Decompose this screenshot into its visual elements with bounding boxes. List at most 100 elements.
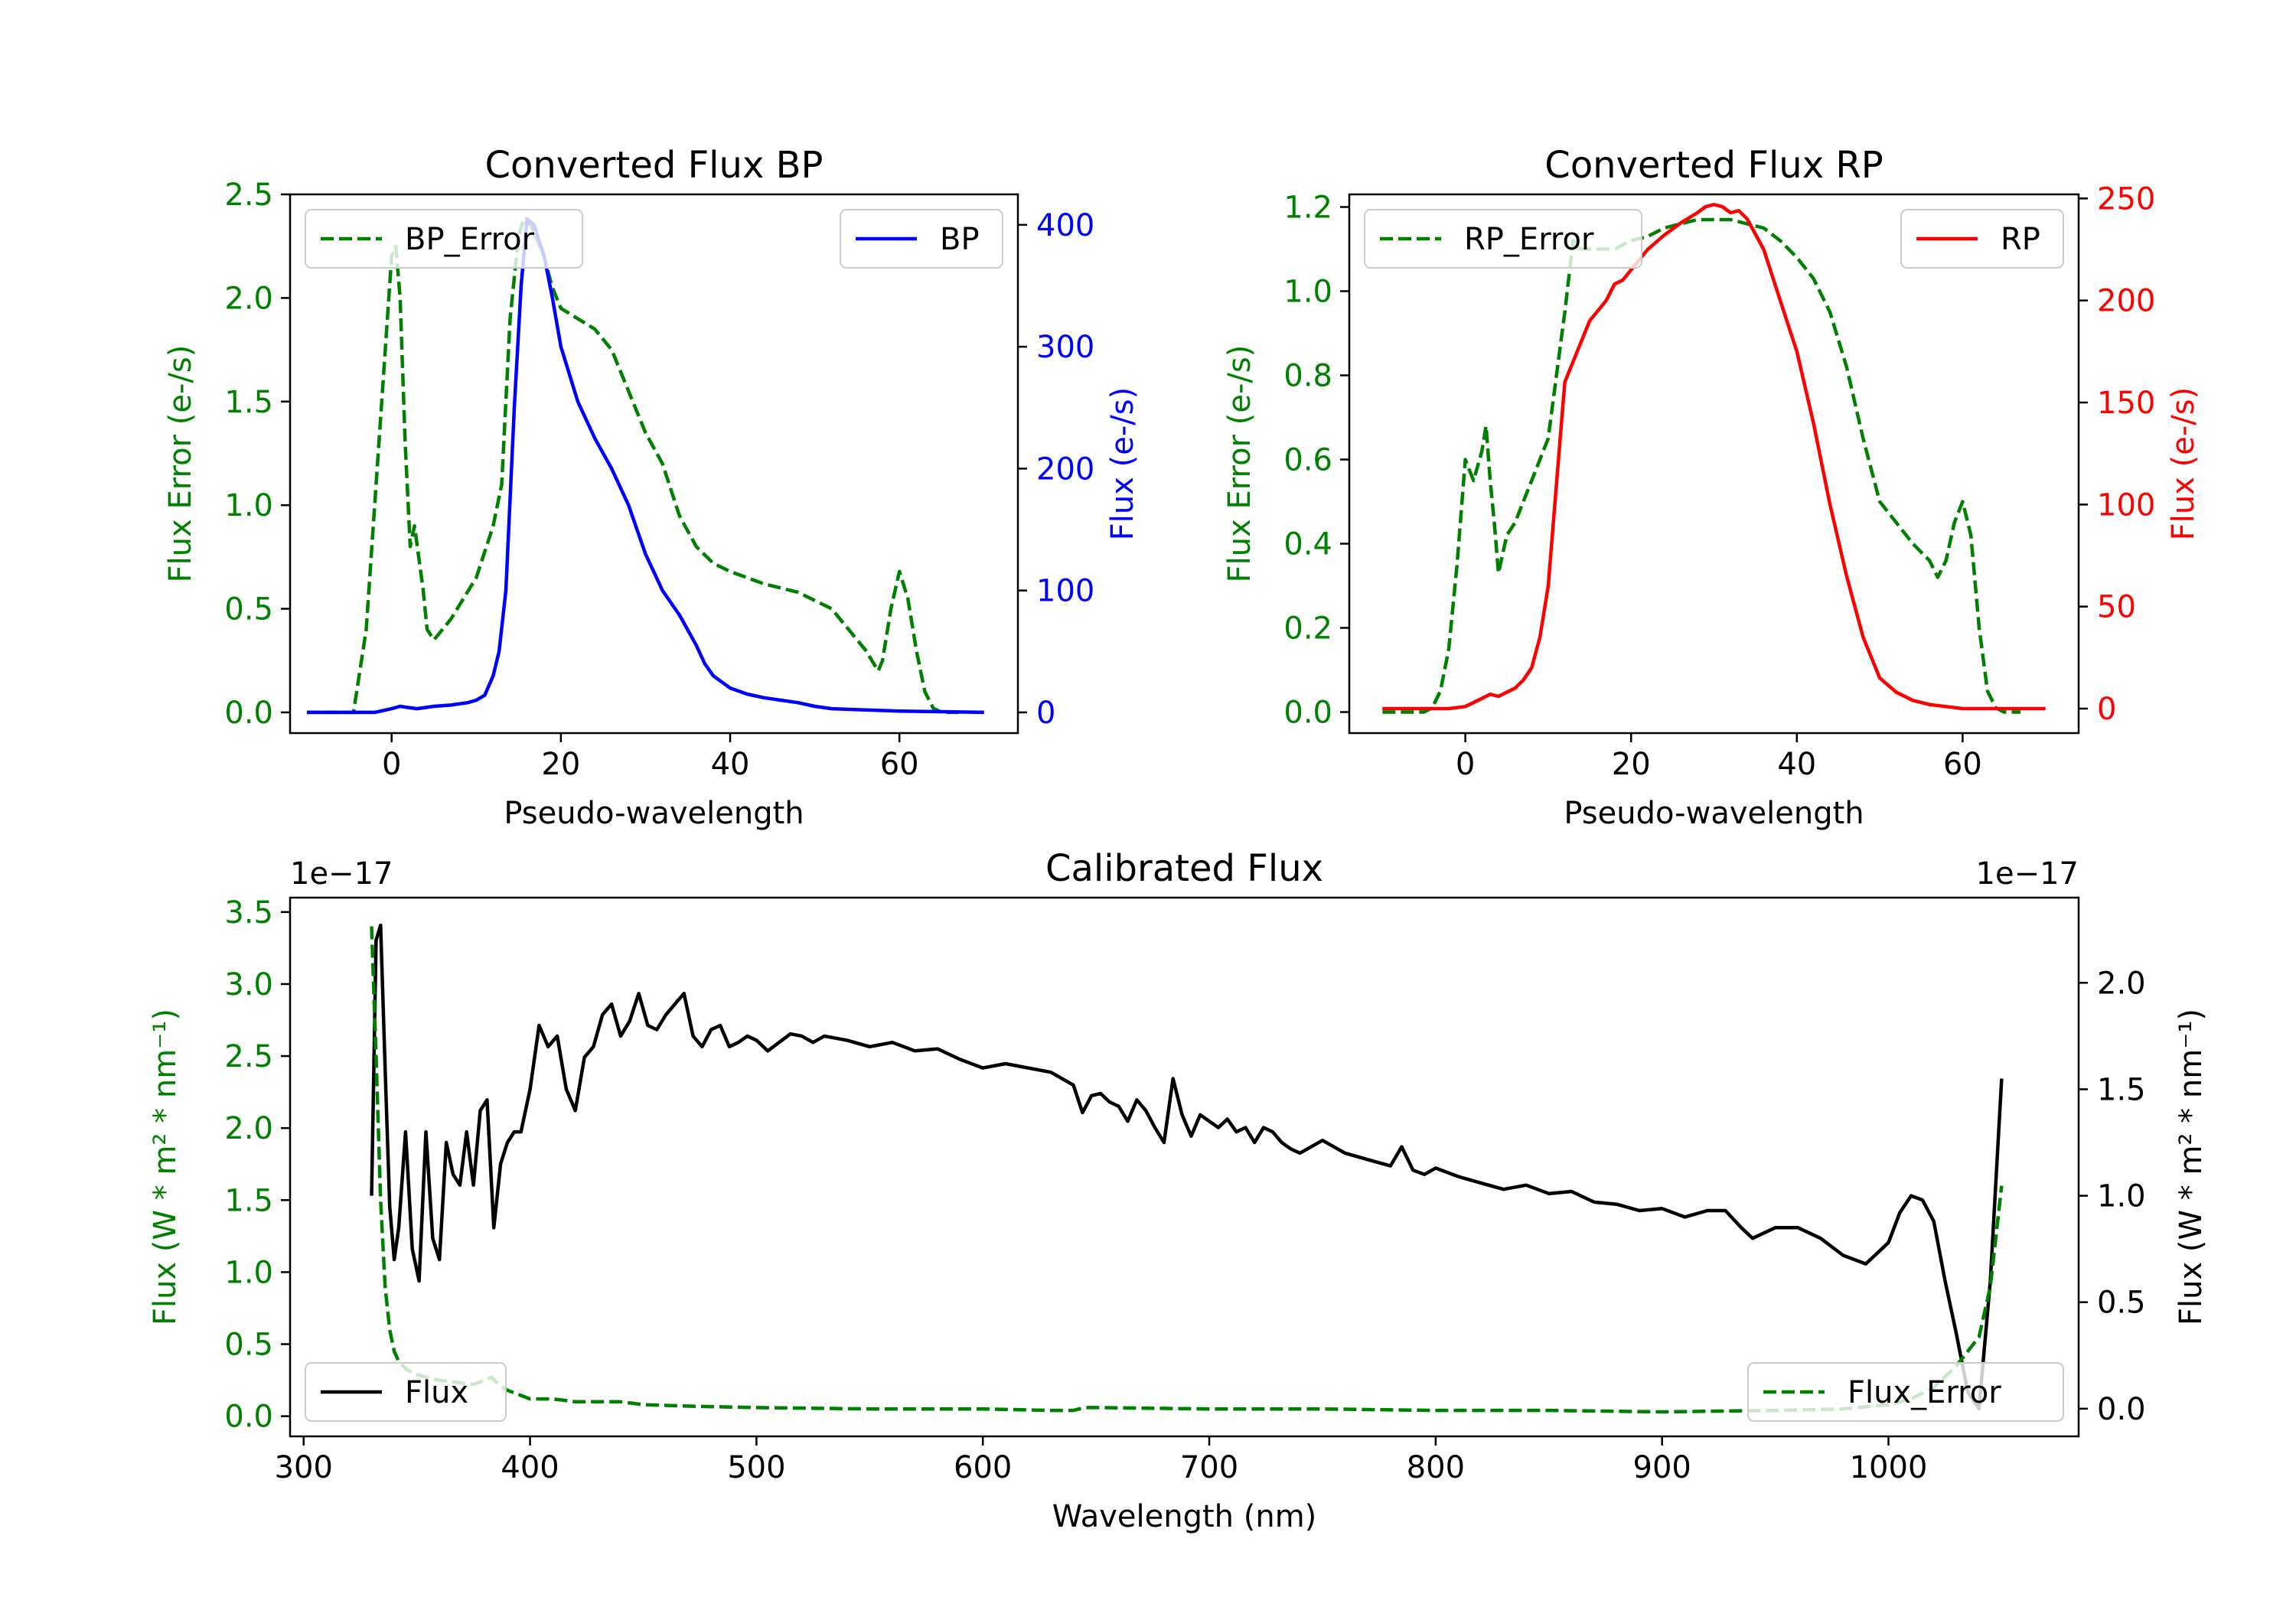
legend-box [305,1362,507,1422]
legend-rp: RP [1900,209,2064,269]
x-tick-label: 600 [954,1450,1012,1485]
x-tick-label: 60 [1943,747,1982,782]
legend-box [840,209,1003,269]
y-left-tick-label: 0.4 [1283,527,1332,562]
y-left-tick-label: 2.5 [224,178,273,213]
y-right-axis-label: Flux (W * m² * nm⁻¹) [2174,1009,2209,1325]
y-left-tick-label: 1.0 [1283,275,1332,310]
legend-flux: Flux [305,1362,507,1422]
x-tick-label: 20 [1612,747,1651,782]
series-line-flux-error [370,926,2004,1414]
axes-frame [289,193,1019,735]
legend-bp: BP [840,209,1003,269]
y-left-tick-label: 0.5 [224,592,273,627]
y-right-offset-label: 1e−17 [1976,856,2079,892]
y-left-tick-label: 1.0 [224,488,273,523]
y-left-tick-label: 1.5 [224,385,273,420]
y-right-tick-label: 1.0 [2097,1179,2146,1214]
y-right-tick-label: 1.5 [2097,1072,2146,1107]
y-left-tick-label: 0.0 [224,696,273,731]
legend-rp-error: RP_Error [1364,209,1642,269]
y-right-tick-label: 0 [1036,696,1055,731]
chart-1: 0 20 40 60 0.0 0.5 1.0 1.5 2.0 2.5 0 100 200 300 400 Co… [163,144,1140,831]
chart-title: Converted Flux RP [1544,144,1883,187]
x-tick-label: 40 [711,747,750,782]
y-left-axis-label: Flux Error (e-/s) [1222,345,1257,583]
series-line-bp-error [307,217,959,715]
x-tick-label: 0 [382,747,401,782]
y-right-tick-label: 400 [1036,208,1094,243]
y-right-axis-label: Flux (e-/s) [1105,387,1140,540]
legend-box [305,209,583,269]
y-right-tick-label: 0 [2097,692,2116,727]
y-right-tick-label: 0.0 [2097,1392,2146,1427]
x-tick-label: 400 [501,1450,559,1485]
y-left-offset-label: 1e−17 [290,856,393,892]
x-axis-label: Pseudo-wavelength [1564,796,1864,831]
series-group [1382,203,2046,714]
x-tick-label: 1000 [1850,1450,1928,1485]
y-left-tick-label: 2.5 [224,1039,273,1074]
y-right-tick-label: 100 [1036,574,1094,609]
y-right-tick-label: 200 [2097,284,2155,319]
chart-2: 0 20 40 60 0.0 0.2 0.4 0.6 0.8 1.0 1.2 0 50 100 150 200… [1222,144,2201,831]
y-left-tick-label: 0.6 [1283,443,1332,478]
x-tick-label: 500 [727,1450,785,1485]
series-group [370,923,2004,1414]
legend-flux-error: Flux_Error [1747,1362,2064,1422]
series-line-rp [1382,203,2046,711]
legend-label: BP_Error [405,222,535,257]
legend-label: Flux_Error [1848,1375,2001,1410]
y-left-tick-label: 0.0 [224,1400,273,1435]
x-tick-label: 700 [1180,1450,1238,1485]
y-left-tick-label: 1.2 [1283,191,1332,226]
chart-3: 300 400 500 600 700 800 900 1000 0.0 0.5 1.0 1.5 2.0… [148,847,2209,1534]
chart-title: Calibrated Flux [1045,847,1323,890]
y-right-tick-label: 0.5 [2097,1286,2146,1321]
y-right-tick-label: 200 [1036,451,1094,487]
y-left-tick-label: 1.5 [224,1183,273,1218]
x-tick-label: 800 [1407,1450,1465,1485]
legend-label: Flux [405,1375,468,1410]
legend-box [1364,209,1642,269]
x-tick-label: 0 [1456,747,1475,782]
series-line-bp [307,217,984,715]
x-tick-label: 40 [1777,747,1816,782]
y-left-tick-label: 0.2 [1283,611,1332,647]
y-right-tick-label: 150 [2097,386,2155,421]
y-left-tick-label: 0.0 [1283,696,1332,731]
chart-title: Converted Flux BP [485,144,823,187]
y-left-tick-label: 1.0 [224,1255,273,1290]
x-axis-label: Wavelength (nm) [1052,1499,1317,1534]
x-tick-label: 20 [541,747,580,782]
y-left-tick-label: 2.0 [224,281,273,316]
legend-label: RP_Error [1464,222,1594,257]
axes-frame [1348,193,2080,735]
series-group [307,217,984,715]
series-line-rp-error [1382,217,2021,714]
y-right-tick-label: 100 [2097,487,2155,523]
y-left-tick-label: 0.5 [224,1328,273,1363]
y-right-tick-label: 250 [2097,181,2155,217]
y-left-tick-label: 2.0 [224,1111,273,1146]
y-left-tick-label: 3.0 [224,967,273,1002]
legend-label: BP [940,222,980,257]
x-axis-label: Pseudo-wavelength [504,796,804,831]
legend-bp-error: BP_Error [305,209,583,269]
y-right-tick-label: 2.0 [2097,966,2146,1001]
y-left-axis-label: Flux (W * m² * nm⁻¹) [148,1009,183,1325]
x-tick-label: 60 [880,747,919,782]
y-left-tick-label: 3.5 [224,895,273,931]
x-tick-label: 300 [275,1450,333,1485]
legend-label: RP [2001,222,2040,257]
y-left-axis-label: Flux Error (e-/s) [163,345,198,583]
y-left-tick-label: 0.8 [1283,359,1332,394]
x-tick-label: 900 [1633,1450,1691,1485]
legend-box [1747,1362,2064,1422]
axes-frame [289,896,2080,1438]
y-right-tick-label: 300 [1036,330,1094,365]
y-right-tick-label: 50 [2097,590,2136,625]
series-line-flux [370,923,2004,1411]
y-right-axis-label: Flux (e-/s) [2166,387,2201,540]
